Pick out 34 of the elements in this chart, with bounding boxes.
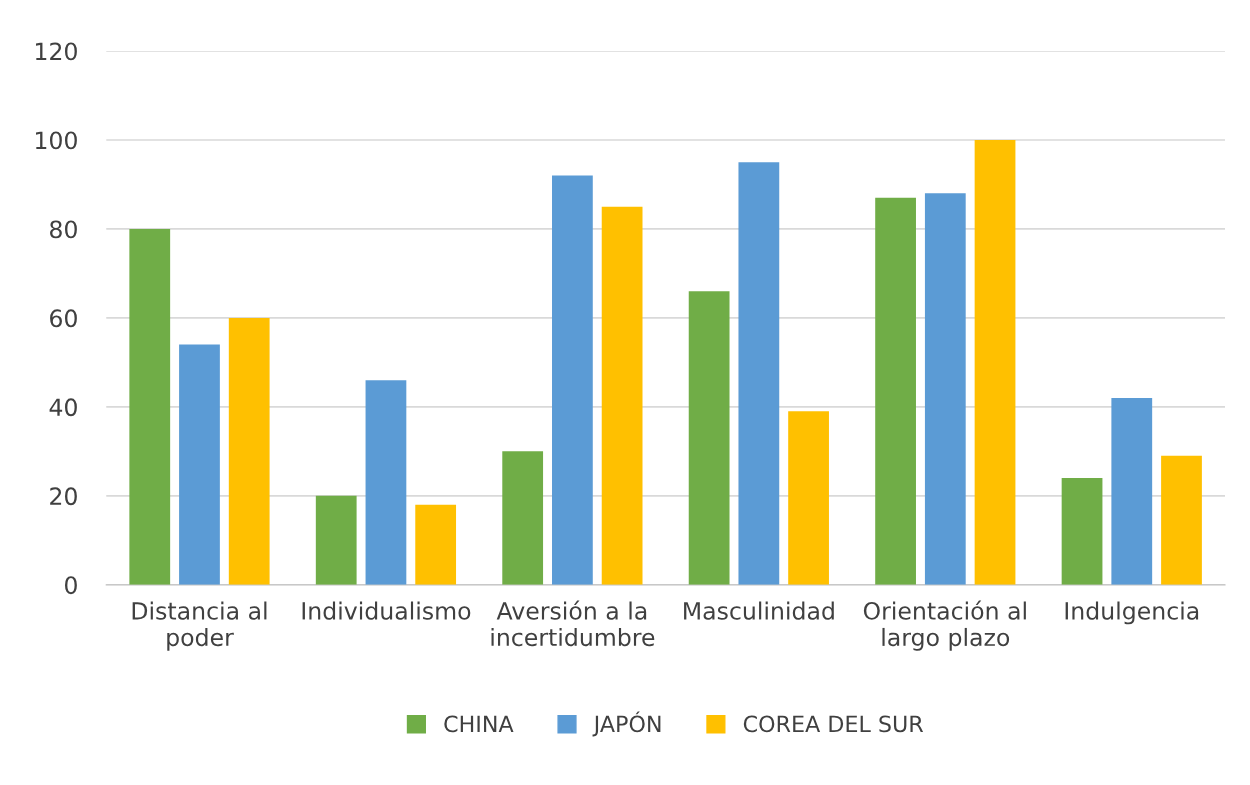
bar [601, 206, 643, 585]
x-tick-label: Orientación al largo plazo [863, 600, 1026, 651]
y-tick-label: 120 [36, 42, 77, 61]
x-tick-label: Aversión a la incertidumbre [491, 600, 655, 647]
bar [552, 175, 593, 585]
legend-label: CHINA [444, 715, 514, 733]
y-tick-label: 40 [49, 398, 77, 417]
x-tick-label: Distancia al poder [132, 601, 267, 651]
bar [738, 162, 780, 585]
bar [924, 193, 966, 585]
legend-label: COREA DEL SUR [743, 715, 924, 733]
y-tick-label: 100 [36, 131, 77, 150]
bar [974, 139, 1016, 585]
bar [415, 504, 457, 585]
bar [1161, 455, 1202, 585]
y-tick-label: 20 [50, 487, 77, 506]
x-tick-label: Masculinidad [684, 601, 834, 620]
bar [1061, 478, 1103, 585]
bar [129, 228, 171, 585]
bar [179, 344, 220, 585]
bar [228, 317, 270, 585]
bar [1111, 397, 1153, 585]
bar [788, 411, 829, 585]
bar [875, 197, 916, 585]
x-tick-label: Indulgencia [1065, 601, 1199, 625]
legend-label: JAPÓN [592, 711, 661, 737]
y-tick-label: 0 [65, 576, 77, 595]
bar [315, 495, 357, 585]
bar [365, 380, 407, 585]
y-tick-label: 60 [50, 309, 77, 328]
bar [502, 451, 544, 585]
bar [688, 291, 730, 585]
y-tick-label: 80 [50, 220, 77, 239]
x-tick-label: Individualismo [302, 601, 471, 620]
